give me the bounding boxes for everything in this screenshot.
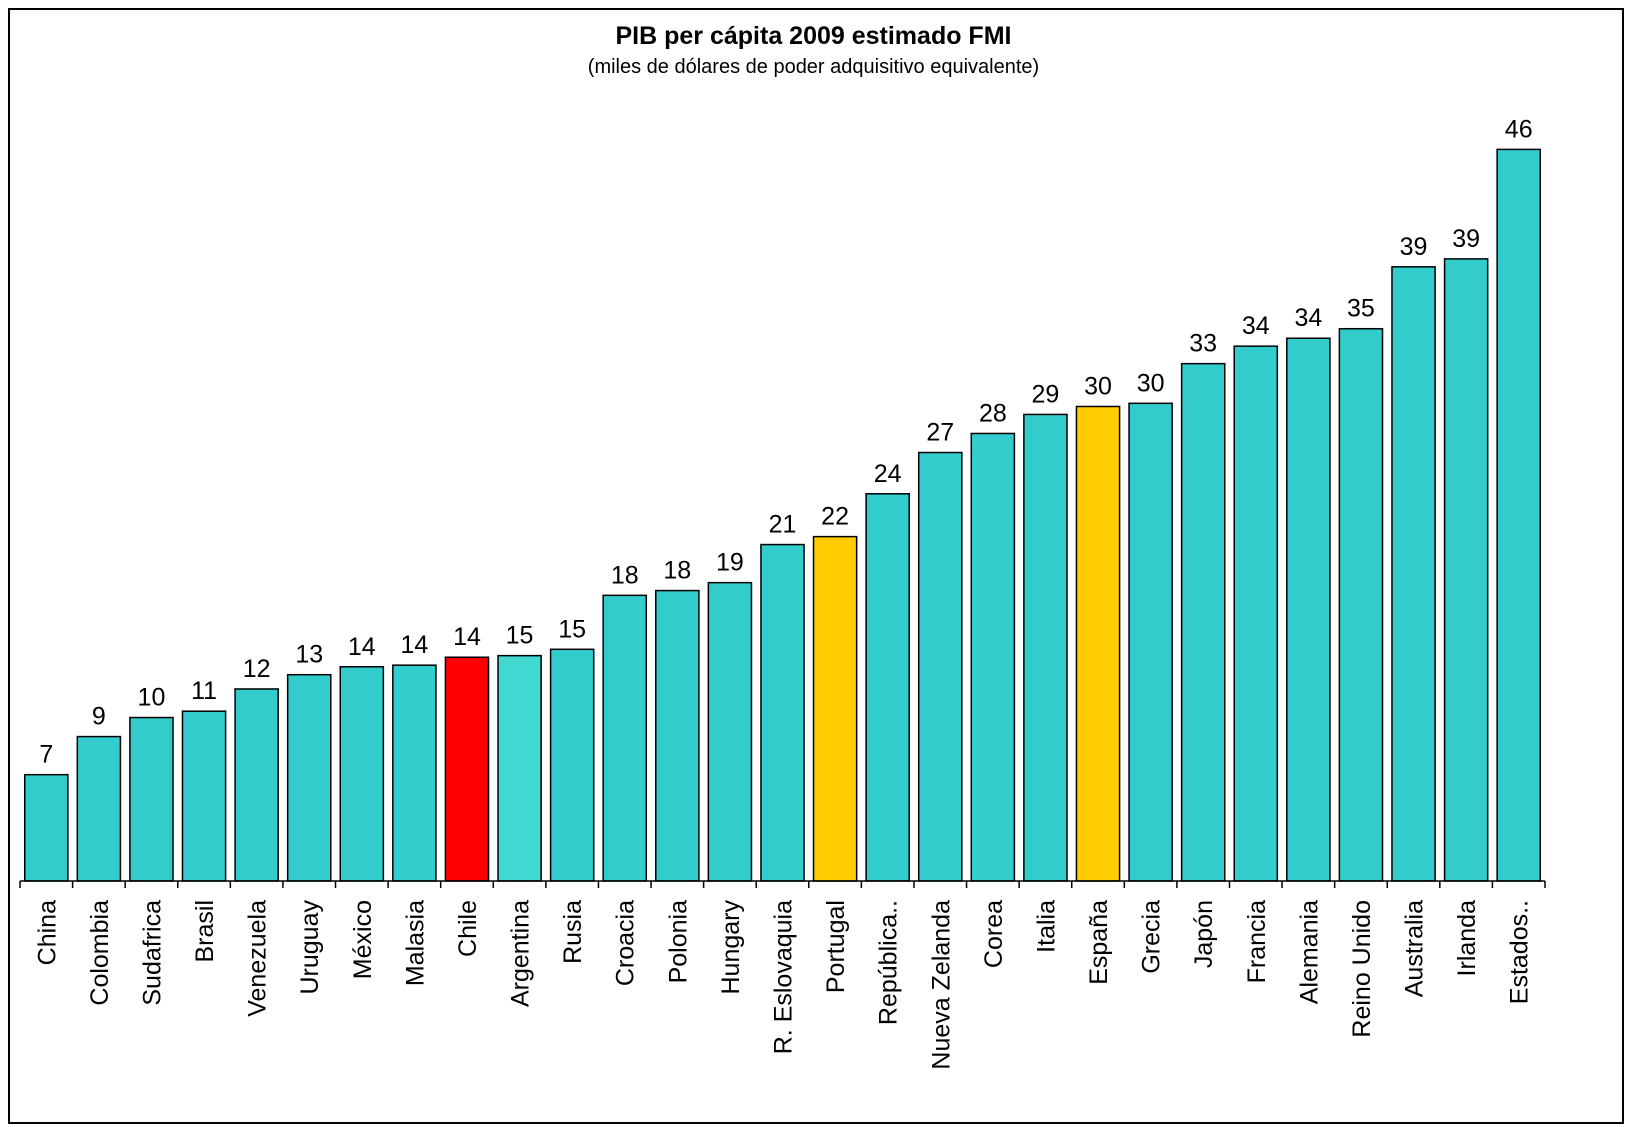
tick-label-reino-unido: Reino Unido xyxy=(1348,900,1376,1038)
bar-grecia xyxy=(1128,402,1173,882)
chart-title: PIB per cápita 2009 estimado FMI xyxy=(615,22,1012,50)
tick-label-grecia: Grecia xyxy=(1138,900,1166,974)
x-axis: China Colombia Sudafrica Brasil Venezuela Uru… xyxy=(19,880,1546,1070)
tick-label-espana: España xyxy=(1085,900,1113,985)
tick-label-polonia: Polonia xyxy=(664,900,692,983)
tick-label-croacia: Croacia xyxy=(612,900,640,986)
tick-label-italia: Italia xyxy=(1032,900,1060,953)
tick-label-alemania: Alemania xyxy=(1295,900,1323,1004)
bar-estados xyxy=(1496,148,1542,882)
tick-label-colombia: Colombia xyxy=(86,900,114,1006)
data-label-nueva-zelanda: 27 xyxy=(926,419,954,447)
bar-uruguay xyxy=(286,673,332,882)
data-label-francia: 34 xyxy=(1242,312,1270,340)
data-label-grecia: 30 xyxy=(1137,369,1165,397)
tick-label-portugal: Portugal xyxy=(822,900,850,993)
data-label-alemania: 34 xyxy=(1294,304,1322,332)
tick-label-hungary: Hungary xyxy=(717,900,745,995)
bar-portugal xyxy=(812,535,858,882)
tick-label-francia: Francia xyxy=(1243,900,1271,983)
data-label-brasil: 11 xyxy=(191,677,217,705)
tick-label-venezuela: Venezuela xyxy=(244,900,272,1017)
data-label-italia: 29 xyxy=(1032,380,1060,408)
data-label-rusia: 15 xyxy=(558,615,586,643)
tick-label-republica: República.. xyxy=(875,900,903,1025)
tick-label-r-eslovaquia: R. Eslovaquia xyxy=(770,900,798,1054)
bar-chile xyxy=(444,656,490,882)
data-label-colombia: 9 xyxy=(92,703,106,731)
data-label-sudafrica: 10 xyxy=(138,684,166,712)
bar-r-eslovaquia xyxy=(760,543,805,882)
bar-reino-unido xyxy=(1338,327,1384,882)
data-label-venezuela: 12 xyxy=(243,655,271,683)
tick-label-uruguay: Uruguay xyxy=(296,900,324,995)
tick-label-chile: Chile xyxy=(454,900,482,957)
bar-francia xyxy=(1233,345,1279,882)
bar-corea xyxy=(970,432,1016,882)
bar-nueva-zelanda xyxy=(917,451,963,882)
bar-republica xyxy=(865,493,910,882)
bar-malasia xyxy=(392,664,437,882)
data-labels-layer: 7 9 10 11 12 13 14 14 14 15 15 18 18 19 21 22 24 27 28 29 30… xyxy=(39,115,1532,768)
bar-croacia xyxy=(602,594,648,882)
bar-mexico xyxy=(339,666,385,882)
data-label-hungary: 19 xyxy=(716,549,744,577)
data-label-uruguay: 13 xyxy=(295,641,323,669)
bar-venezuela xyxy=(234,688,279,882)
tick-label-brasil: Brasil xyxy=(191,900,219,963)
bar-japon xyxy=(1180,362,1226,882)
bar-sudafrica xyxy=(129,716,174,882)
bar-rusia xyxy=(549,648,595,882)
chart-subtitle: (miles de dólares de poder adquisitivo e… xyxy=(587,56,1040,78)
data-label-japon: 33 xyxy=(1189,330,1217,358)
data-label-australia: 39 xyxy=(1400,233,1428,261)
data-label-polonia: 18 xyxy=(663,557,691,585)
bar-australia xyxy=(1391,266,1436,882)
data-label-republica: 24 xyxy=(874,460,902,488)
tick-label-australia: Australia xyxy=(1401,900,1429,997)
bar-argentina xyxy=(497,654,542,882)
tick-label-irlanda: Irlanda xyxy=(1453,900,1481,977)
bar-polonia xyxy=(655,589,700,882)
tick-label-estados: Estados.. xyxy=(1506,900,1534,1004)
bars-layer xyxy=(23,148,1542,882)
data-label-espana: 30 xyxy=(1084,372,1112,400)
data-label-argentina: 15 xyxy=(506,622,534,650)
data-label-irlanda: 39 xyxy=(1452,225,1480,253)
bar-brasil xyxy=(181,710,227,882)
tick-label-china: China xyxy=(33,900,61,965)
data-label-reino-unido: 35 xyxy=(1347,295,1375,323)
data-label-croacia: 18 xyxy=(611,561,639,589)
bar-colombia xyxy=(76,735,122,882)
bar-alemania xyxy=(1286,337,1331,882)
tick-label-japon: Japón xyxy=(1190,900,1218,968)
data-label-mexico: 14 xyxy=(348,633,376,661)
tick-label-corea: Corea xyxy=(980,900,1008,968)
data-label-malasia: 14 xyxy=(400,631,428,659)
bar-italia xyxy=(1023,413,1068,882)
bar-hungary xyxy=(707,581,753,882)
tick-label-mexico: México xyxy=(349,900,377,979)
tick-label-nueva-zelanda: Nueva Zelanda xyxy=(927,900,955,1070)
data-label-portugal: 22 xyxy=(821,503,849,531)
bar-espana xyxy=(1075,405,1121,882)
data-label-corea: 28 xyxy=(979,399,1007,427)
data-label-r-eslovaquia: 21 xyxy=(769,511,797,539)
bar-china xyxy=(23,773,69,882)
data-label-china: 7 xyxy=(39,741,53,769)
tick-label-malasia: Malasia xyxy=(401,900,429,986)
data-label-estados: 46 xyxy=(1505,115,1533,143)
tick-label-rusia: Rusia xyxy=(559,900,587,964)
tick-label-argentina: Argentina xyxy=(507,900,535,1007)
data-label-chile: 14 xyxy=(453,623,481,651)
bar-irlanda xyxy=(1443,258,1489,882)
tick-label-sudafrica: Sudafrica xyxy=(138,900,166,1006)
